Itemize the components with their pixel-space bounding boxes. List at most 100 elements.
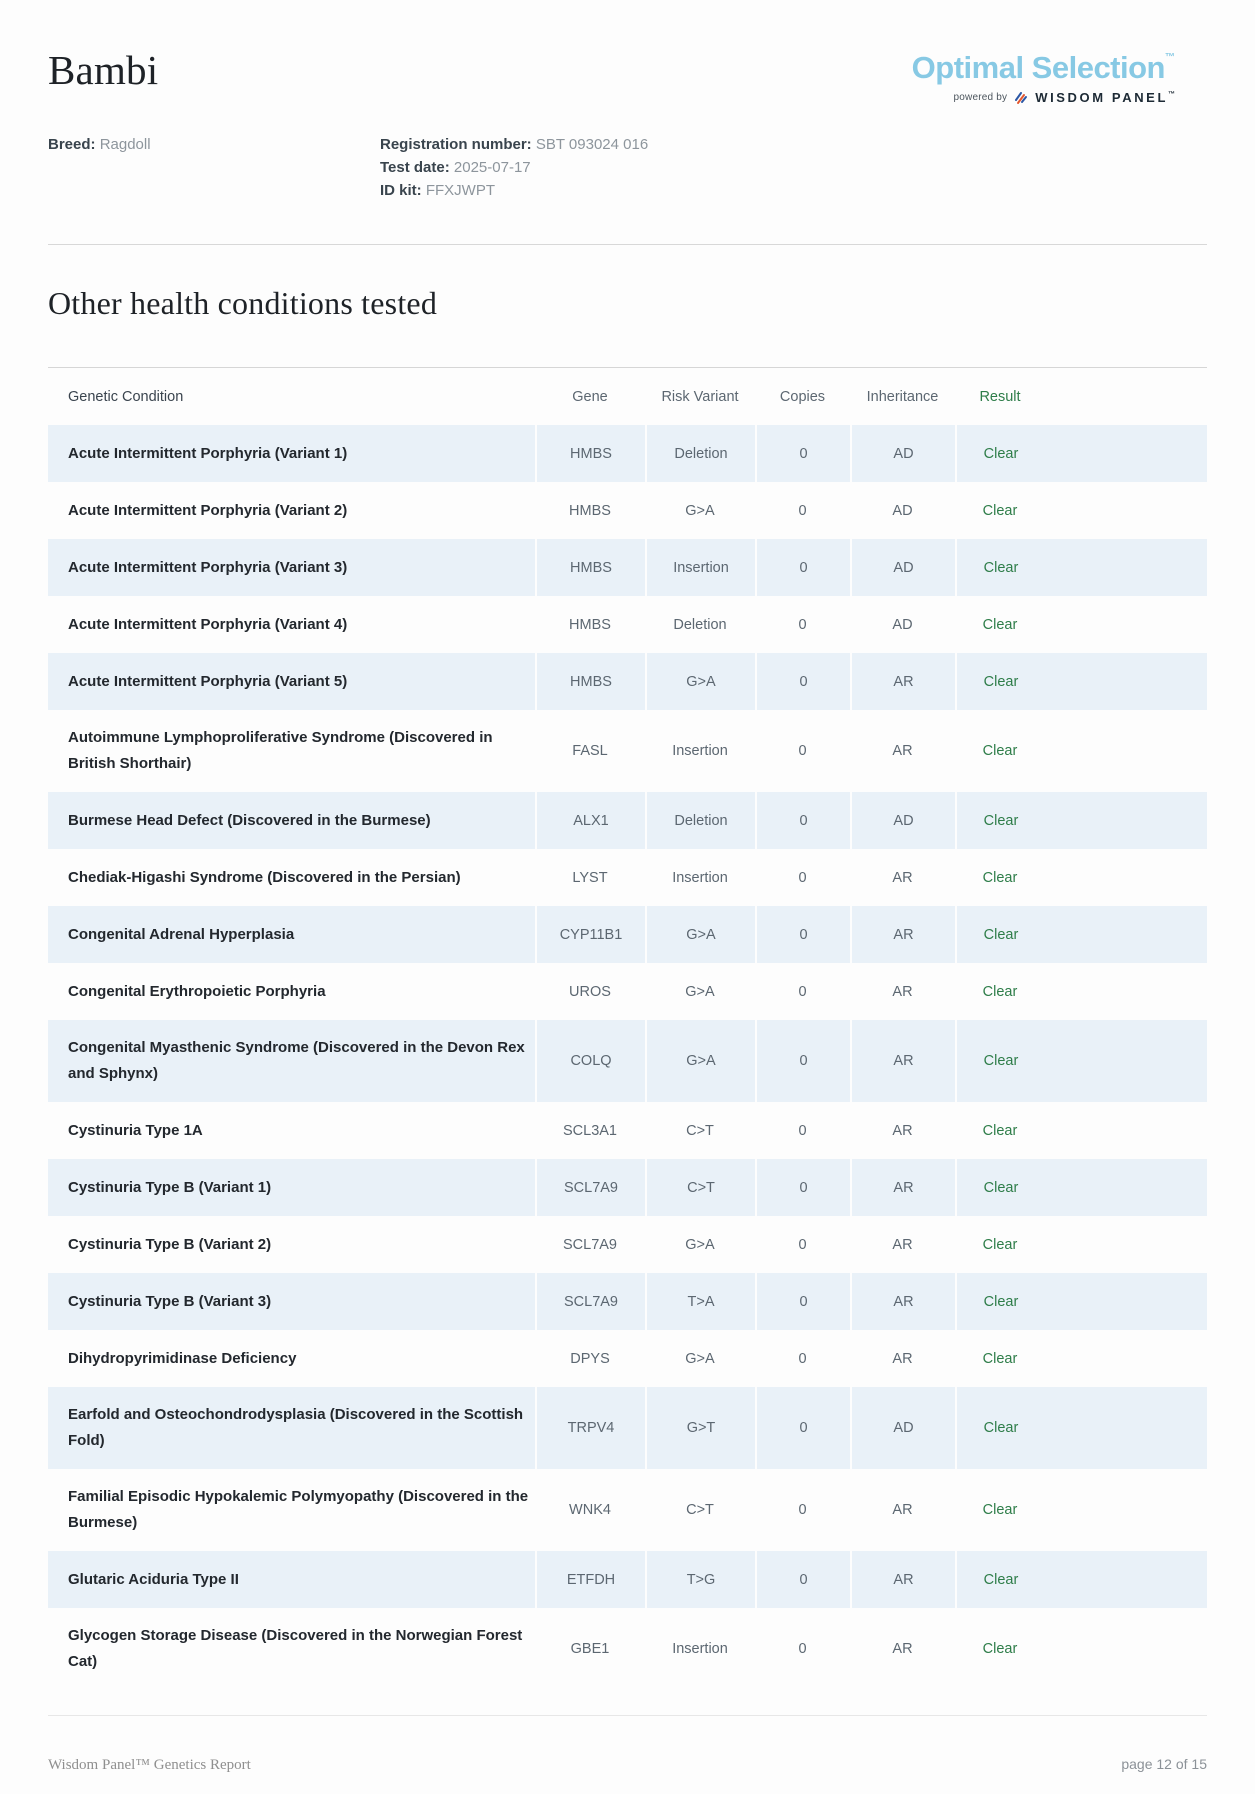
cell-gene: HMBS — [535, 653, 645, 710]
cell-genetic-condition: Congenital Erythropoietic Porphyria — [68, 982, 326, 1000]
cell-risk-variant: G>A — [645, 906, 755, 963]
partner-name: WISDOM PANEL — [1035, 90, 1168, 105]
table-header-row: Genetic Condition Gene Risk Variant Copi… — [48, 367, 1207, 425]
cell-result: Clear — [982, 502, 1018, 519]
cell-genetic-condition: Cystinuria Type 1A — [68, 1121, 203, 1139]
cell-inheritance: AR — [850, 1551, 955, 1608]
cell-genetic-condition: Familial Episodic Hypokalemic Polymyopat… — [68, 1488, 529, 1531]
table-row: Autoimmune Lymphoproliferative Syndrome … — [48, 710, 1207, 792]
cell-genetic-condition: Chediak-Higashi Syndrome (Discovered in … — [68, 868, 461, 886]
cell-genetic-condition: Acute Intermittent Porphyria (Variant 1) — [68, 444, 348, 462]
cell-gene: ETFDH — [535, 1551, 645, 1608]
id-kit-label: ID kit: — [380, 182, 422, 199]
powered-by-label: powered by — [953, 92, 1008, 103]
table-row: Chediak-Higashi Syndrome (Discovered in … — [48, 849, 1207, 906]
table-row: Cystinuria Type 1A SCL3A1 C>T 0 AR Clear — [48, 1102, 1207, 1159]
registration-field: Registration number: SBT 093024 016 — [380, 133, 648, 156]
cell-gene: DPYS — [570, 1350, 610, 1367]
cell-genetic-condition: Earfold and Osteochondrodysplasia (Disco… — [68, 1406, 524, 1449]
table-row: Dihydropyrimidinase Deficiency DPYS G>A … — [48, 1330, 1207, 1387]
cell-gene: FASL — [572, 743, 608, 759]
cell-gene: UROS — [569, 983, 611, 1000]
cell-copies: 0 — [755, 792, 850, 849]
cell-genetic-condition: Autoimmune Lymphoproliferative Syndrome … — [68, 729, 493, 772]
wisdom-panel-icon — [1014, 90, 1028, 105]
cell-gene: TRPV4 — [535, 1387, 645, 1469]
brand-wordmark: Optimal Selection™ — [912, 52, 1175, 83]
cell-genetic-condition: Congenital Adrenal Hyperplasia — [68, 925, 295, 943]
cell-gene: CYP11B1 — [535, 906, 645, 963]
cell-copies: 0 — [798, 1641, 807, 1657]
cell-inheritance: AD — [892, 502, 913, 519]
footer-report-name: Wisdom Panel™ Genetics Report — [48, 1757, 251, 1773]
cell-copies: 0 — [755, 1387, 850, 1469]
registration-value: SBT 093024 016 — [535, 136, 649, 153]
cell-inheritance: AR — [850, 653, 955, 710]
cell-result: Clear — [982, 1641, 1018, 1657]
cell-risk-variant: Insertion — [672, 743, 728, 759]
column-header-risk-variant: Risk Variant — [661, 388, 739, 405]
registration-label: Registration number: — [380, 136, 532, 153]
cell-gene: GBE1 — [570, 1641, 610, 1657]
footer-page-number: page 12 of 15 — [1121, 1756, 1207, 1772]
cell-copies: 0 — [798, 1122, 807, 1139]
cell-risk-variant: T>A — [645, 1273, 755, 1330]
cell-risk-variant: C>T — [645, 1159, 755, 1216]
brand-name: Optimal Selection — [911, 50, 1166, 85]
table-row: Congenital Myasthenic Syndrome (Discover… — [48, 1020, 1207, 1102]
cell-result: Clear — [982, 869, 1018, 886]
cell-result: Clear — [982, 616, 1018, 633]
table-row: Acute Intermittent Porphyria (Variant 2)… — [48, 482, 1207, 539]
cell-copies: 0 — [755, 1159, 850, 1216]
id-kit-field: ID kit: FFXJWPT — [380, 179, 648, 202]
pet-meta: Breed: Ragdoll Registration number: SBT … — [48, 133, 1207, 202]
cell-gene: LYST — [572, 869, 608, 886]
cell-copies: 0 — [755, 1020, 850, 1102]
table-row: Glycogen Storage Disease (Discovered in … — [48, 1608, 1207, 1690]
cell-risk-variant: G>A — [685, 1236, 715, 1253]
cell-result: Clear — [982, 983, 1018, 1000]
table-row: Cystinuria Type B (Variant 1) SCL7A9 C>T… — [48, 1159, 1207, 1216]
cell-inheritance: AR — [850, 1159, 955, 1216]
cell-risk-variant: Insertion — [672, 1641, 728, 1657]
cell-risk-variant: Deletion — [645, 792, 755, 849]
column-header-genetic-condition: Genetic Condition — [68, 388, 184, 405]
id-kit-value: FFXJWPT — [425, 182, 495, 199]
breed-value: Ragdoll — [99, 136, 151, 153]
cell-genetic-condition: Acute Intermittent Porphyria (Variant 2) — [68, 501, 348, 519]
cell-inheritance: AR — [892, 1641, 913, 1657]
cell-risk-variant: G>A — [685, 502, 715, 519]
cell-copies: 0 — [755, 1551, 850, 1608]
cell-result: Clear — [955, 425, 1045, 482]
cell-copies: 0 — [798, 1502, 807, 1518]
table-row: Familial Episodic Hypokalemic Polymyopat… — [48, 1469, 1207, 1551]
cell-result: Clear — [955, 906, 1045, 963]
partner-wordmark: WISDOM PANEL™ — [1035, 91, 1175, 104]
breed-field: Breed: Ragdoll — [48, 133, 380, 202]
cell-result: Clear — [955, 1159, 1045, 1216]
cell-inheritance: AR — [892, 1236, 913, 1253]
cell-risk-variant: G>A — [645, 1020, 755, 1102]
table-row: Cystinuria Type B (Variant 3) SCL7A9 T>A… — [48, 1273, 1207, 1330]
cell-gene: HMBS — [535, 425, 645, 482]
breed-label: Breed: — [48, 136, 96, 153]
cell-gene: SCL3A1 — [562, 1122, 617, 1139]
partner-trademark: ™ — [1168, 91, 1175, 98]
cell-copies: 0 — [755, 425, 850, 482]
cell-result: Clear — [982, 1122, 1018, 1139]
cell-gene: WNK4 — [569, 1502, 611, 1518]
cell-result: Clear — [955, 792, 1045, 849]
cell-copies: 0 — [798, 869, 807, 886]
optimal-selection-logo: Optimal Selection™ powered by WISDOM PAN… — [912, 46, 1175, 105]
cell-genetic-condition: Acute Intermittent Porphyria (Variant 5) — [68, 672, 348, 690]
cell-risk-variant: G>T — [645, 1387, 755, 1469]
brand-trademark: ™ — [1165, 52, 1175, 63]
cell-result: Clear — [982, 1350, 1018, 1367]
table-row: Earfold and Osteochondrodysplasia (Disco… — [48, 1387, 1207, 1469]
cell-risk-variant: Insertion — [672, 869, 728, 886]
cell-copies: 0 — [755, 653, 850, 710]
test-date-field: Test date: 2025-07-17 — [380, 156, 648, 179]
cell-risk-variant: Insertion — [645, 539, 755, 596]
table-body: Acute Intermittent Porphyria (Variant 1)… — [48, 425, 1207, 1690]
